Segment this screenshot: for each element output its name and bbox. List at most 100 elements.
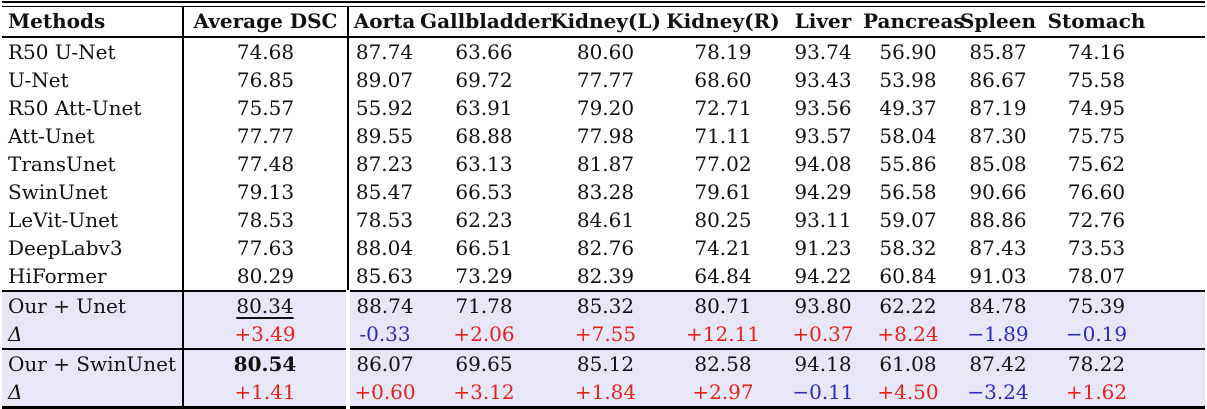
- value-cell: 72.76: [1067, 208, 1126, 232]
- value-cell: 64.84: [694, 264, 752, 288]
- average-dsc-cell: 77.63: [182, 234, 348, 262]
- column-header: Liver: [783, 6, 863, 38]
- column-header: Pancreas: [863, 6, 965, 38]
- value-cell: 66.53: [455, 180, 513, 204]
- table-row: Our + Unet 80.34 88.74 71.78 85.32 80.71 93.80…: [2, 290, 1205, 320]
- value-cell: 87.74: [347, 37, 420, 66]
- value-cell: 71.11: [694, 124, 752, 148]
- value-cell: 79.20: [576, 96, 635, 120]
- value-cell: +4.50: [863, 378, 953, 408]
- method-name-cell: LeVit-Unet: [8, 208, 119, 232]
- average-dsc-cell: 80.54: [182, 348, 348, 378]
- value-cell: 94.29: [794, 180, 852, 204]
- value-cell: 91.23: [794, 236, 852, 260]
- value-cell: 63.66: [455, 40, 513, 64]
- column-header: Gallbladder: [420, 6, 551, 38]
- value-cell: 74.95: [1067, 96, 1126, 120]
- value-cell: 84.61: [576, 208, 635, 232]
- column-header: Methods: [2, 6, 183, 38]
- value-cell: 81.87: [576, 152, 635, 176]
- value-cell: 85.47: [347, 178, 420, 206]
- value-cell: −0.19: [1043, 320, 1205, 349]
- average-dsc-cell: 76.85: [182, 66, 348, 94]
- value-cell: −0.11: [783, 378, 863, 408]
- results-table-body: R50 U-Net 74.68 87.74 63.66 80.60 78.19 93.74 5…: [2, 37, 1205, 408]
- value-cell: 78.07: [1067, 264, 1126, 288]
- value-cell: 78.53: [347, 206, 420, 234]
- header-row: Methods Average DSC Aorta Gallbladder Kidney…: [2, 6, 1205, 38]
- average-dsc-cell: 77.48: [182, 150, 348, 178]
- value-cell: 75.62: [1067, 152, 1126, 176]
- average-dsc-cell: 74.68: [182, 37, 348, 66]
- value-cell: +1.84: [548, 378, 663, 408]
- value-cell: +1.62: [1043, 378, 1205, 408]
- value-cell: 74.21: [694, 236, 752, 260]
- value-cell: -0.33: [346, 320, 420, 349]
- value-cell: 80.25: [694, 208, 752, 232]
- results-table: Methods Average DSC Aorta Gallbladder Kidney…: [2, 6, 1205, 409]
- value-cell: 71.78: [420, 290, 548, 320]
- value-cell: 94.22: [794, 264, 852, 288]
- value-cell: 61.08: [863, 348, 953, 378]
- value-cell: 85.08: [969, 152, 1027, 176]
- column-header: Kidney(L): [548, 6, 663, 38]
- value-cell: +0.60: [346, 378, 420, 408]
- value-cell: 93.43: [794, 68, 852, 92]
- value-cell: 90.66: [969, 180, 1027, 204]
- average-dsc-cell: +3.49: [182, 320, 348, 349]
- value-cell: 88.74: [346, 290, 420, 320]
- value-cell: +2.97: [663, 378, 783, 408]
- table-row: Att-Unet 77.77 89.55 68.88 77.98 71.11 93.57 58…: [2, 122, 1205, 150]
- value-cell: 78.19: [694, 40, 752, 64]
- value-cell: 91.03: [969, 264, 1027, 288]
- value-cell: 79.61: [694, 180, 752, 204]
- value-cell: 72.71: [694, 96, 752, 120]
- table-row: HiFormer 80.29 85.63 73.29 82.39 64.84 94.22 60…: [2, 262, 1205, 291]
- value-cell: +12.11: [663, 320, 783, 349]
- column-header: Stomach: [1043, 6, 1205, 38]
- value-cell: 93.56: [794, 96, 852, 120]
- value-cell: 83.28: [576, 180, 635, 204]
- value-cell: 86.07: [346, 348, 420, 378]
- average-dsc-cell: +1.41: [182, 378, 348, 408]
- value-cell: 77.98: [576, 124, 635, 148]
- value-cell: 88.04: [347, 234, 420, 262]
- results-table-header: Methods Average DSC Aorta Gallbladder Kidney…: [2, 6, 1205, 38]
- value-cell: 62.23: [455, 208, 513, 232]
- value-cell: 58.04: [879, 124, 937, 148]
- table-row: TransUnet 77.48 87.23 63.13 81.87 77.02 94.08 5…: [2, 150, 1205, 178]
- method-name-cell: Att-Unet: [8, 124, 95, 148]
- value-cell: 63.91: [455, 96, 513, 120]
- value-cell: 73.29: [455, 264, 513, 288]
- value-cell: 75.75: [1067, 124, 1126, 148]
- value-cell: 69.65: [420, 348, 548, 378]
- value-cell: 55.92: [347, 94, 420, 122]
- table-row: R50 U-Net 74.68 87.74 63.66 80.60 78.19 93.74 5…: [2, 37, 1205, 66]
- value-cell: 56.58: [879, 180, 937, 204]
- value-cell: −3.24: [953, 378, 1043, 408]
- method-name-cell: R50 Att-Unet: [8, 96, 142, 120]
- value-cell: 87.43: [969, 236, 1027, 260]
- value-cell: −1.89: [953, 320, 1043, 349]
- value-cell: 94.08: [794, 152, 852, 176]
- value-cell: 77.77: [576, 68, 635, 92]
- value-cell: 62.22: [863, 290, 953, 320]
- value-cell: +8.24: [863, 320, 953, 349]
- value-cell: 80.60: [576, 40, 635, 64]
- delta-symbol: Δ: [2, 320, 183, 349]
- value-cell: 86.67: [969, 68, 1027, 92]
- value-cell: 87.19: [969, 96, 1027, 120]
- value-cell: 82.39: [576, 264, 635, 288]
- value-cell: 87.30: [969, 124, 1027, 148]
- value-cell: 94.18: [783, 348, 863, 378]
- method-name-cell: DeepLabv3: [8, 236, 123, 260]
- value-cell: 77.02: [694, 152, 752, 176]
- average-dsc-cell: 80.34: [182, 290, 348, 320]
- method-name-cell: U-Net: [8, 68, 69, 92]
- column-header: Spleen: [953, 6, 1043, 38]
- value-cell: 59.07: [879, 208, 937, 232]
- value-cell: 93.11: [794, 208, 852, 232]
- column-header: Average DSC: [182, 6, 348, 38]
- delta-row: Δ +3.49 -0.33 +2.06 +7.55 +12.11 +0.37 +8.24 −1.…: [2, 320, 1205, 349]
